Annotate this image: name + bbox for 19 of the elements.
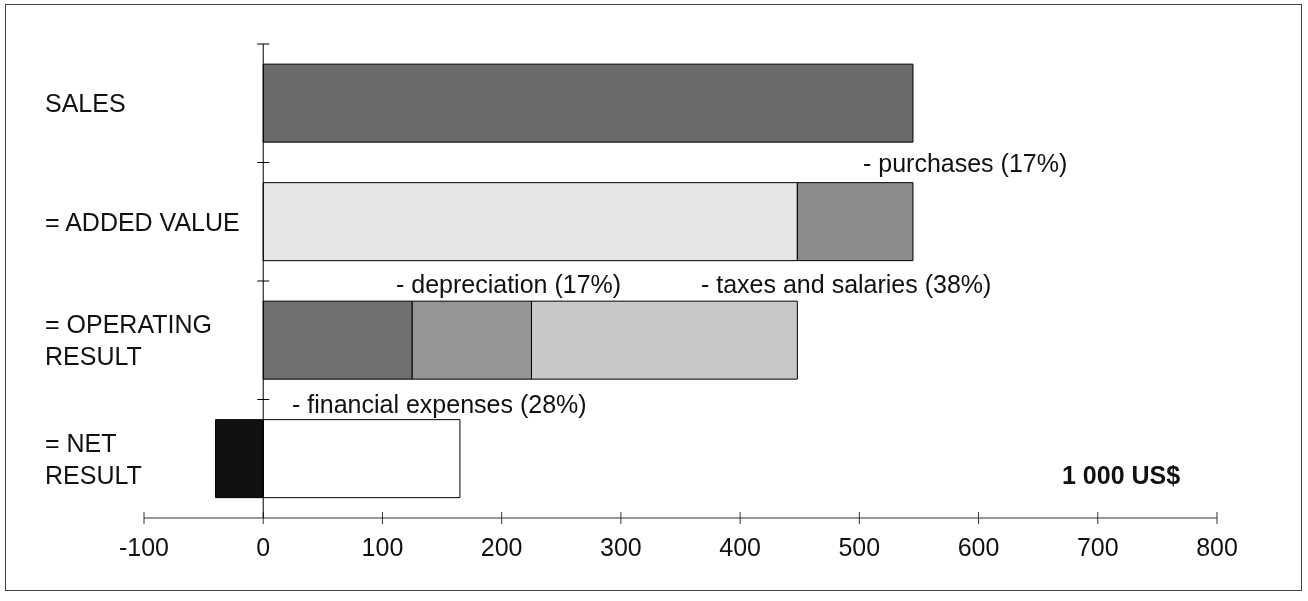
x-tick-label: 800 [1196,533,1238,561]
annotation: - taxes and salaries (38%) [701,270,992,298]
annotation: - financial expenses (28%) [292,390,587,418]
y-tick-label: = ADDED VALUE [45,207,240,236]
x-tick-label: 400 [719,533,761,561]
annotation: 1 000 US$ [1062,461,1181,489]
y-tick-label: SALES [45,89,126,118]
y-tick-label: = OPERATING RESULT [45,310,212,371]
x-tick-label: 300 [600,533,642,561]
x-tick-label: 0 [256,533,271,561]
x-tick-label: 700 [1076,533,1119,561]
annotation: - depreciation (17%) [396,270,622,298]
x-tick-label: 100 [361,533,404,561]
x-tick-label: 200 [480,533,523,561]
y-tick-label: = NET RESULT [45,428,142,489]
annotation: - purchases (17%) [863,149,1068,177]
x-tick-label: 600 [957,533,1000,561]
x-tick-label: -100 [118,533,170,561]
x-tick-label: 500 [838,533,881,561]
